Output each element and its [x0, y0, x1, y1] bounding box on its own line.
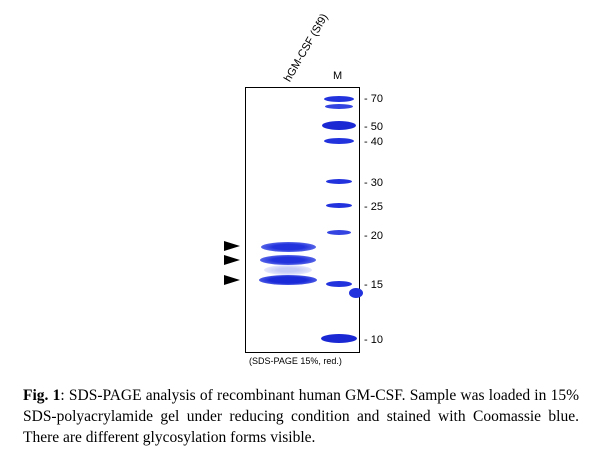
marker-band-20 — [327, 230, 351, 235]
sample-band-middle — [260, 255, 316, 265]
figure-caption: Fig. 1: SDS-PAGE analysis of recombinant… — [23, 385, 579, 448]
caption-text: : SDS-PAGE analysis of recombinant human… — [23, 387, 579, 446]
mw-label-15: - 15 — [364, 279, 383, 291]
mw-label-70: - 70 — [364, 93, 383, 105]
marker-band-15 — [326, 281, 352, 287]
sample-lane-label: hGM-CSF (Sf9) — [282, 11, 331, 85]
marker-band-10 — [321, 334, 357, 343]
sample-band-lower — [259, 275, 317, 285]
gel-note: (SDS-PAGE 15%, red.) — [249, 356, 342, 366]
mw-label-10: - 10 — [364, 334, 383, 346]
marker-band-30 — [326, 179, 352, 184]
caption-label: Fig. 1 — [23, 387, 61, 404]
gel-image — [245, 87, 360, 353]
marker-band-60 — [325, 104, 353, 109]
sample-smear — [264, 265, 312, 275]
mw-label-20: - 20 — [364, 230, 383, 242]
gel-edge-spot — [349, 288, 363, 298]
marker-band-25 — [326, 203, 352, 208]
sample-band-upper — [261, 242, 316, 252]
marker-lane-label: M — [333, 70, 343, 82]
mw-label-30: - 30 — [364, 177, 383, 189]
marker-band-70 — [324, 96, 354, 102]
marker-band-40 — [324, 138, 354, 144]
gel-figure: hGM-CSF (Sf9) M - 70 - 50 - 40 - 30 - 25… — [224, 11, 383, 366]
mw-label-50: - 50 — [364, 121, 383, 133]
marker-band-50 — [322, 121, 356, 130]
arrow-icon-lower — [224, 275, 240, 285]
arrow-icon-middle — [224, 255, 240, 265]
arrow-icon-upper — [224, 241, 240, 251]
mw-label-40: - 40 — [364, 136, 383, 148]
mw-label-25: - 25 — [364, 201, 383, 213]
